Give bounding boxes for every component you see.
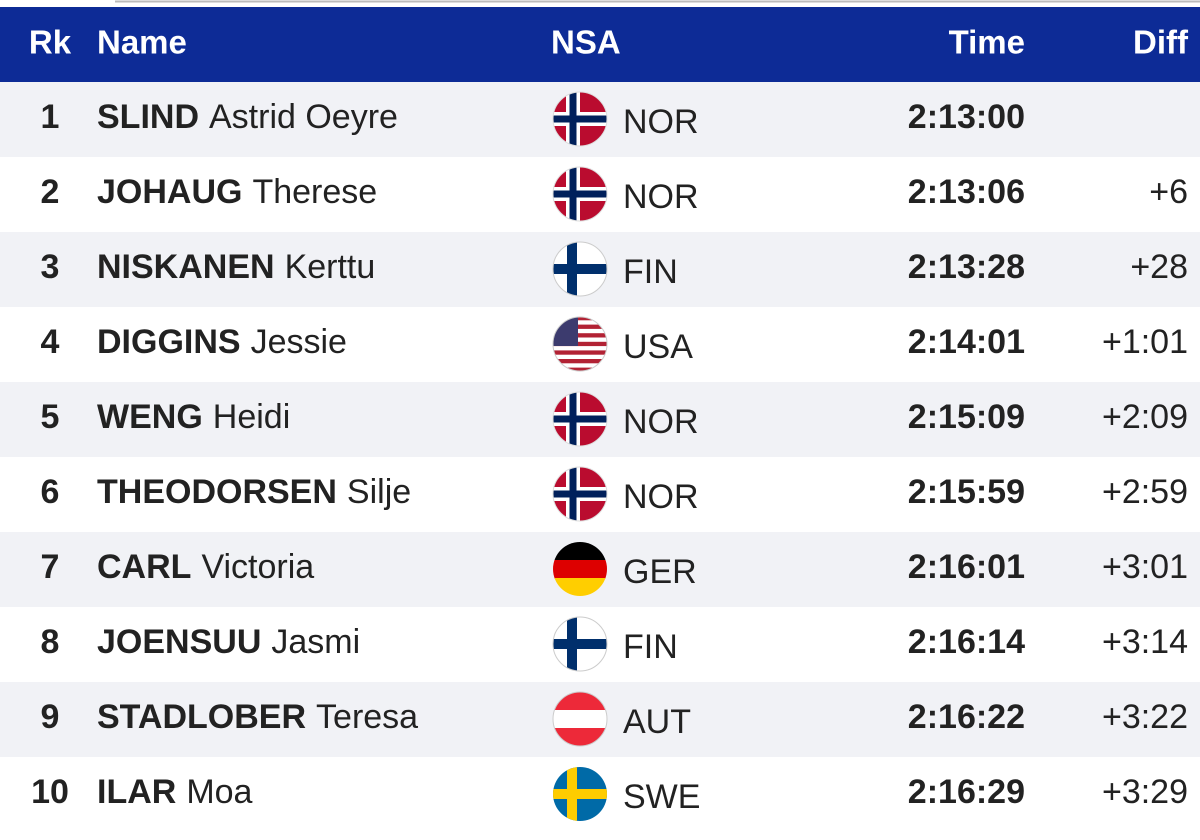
first-name: Teresa — [316, 698, 418, 736]
athlete-name: ILAR Moa — [97, 773, 253, 811]
time: 2:14:01 — [908, 323, 1025, 361]
surname: DIGGINS — [97, 323, 241, 361]
diff: +2:59 — [1102, 473, 1188, 511]
diff: +28 — [1130, 248, 1188, 286]
surname: CARL — [97, 548, 191, 586]
diff: +1:01 — [1102, 323, 1188, 361]
nsa-code: AUT — [623, 703, 691, 741]
first-name: Jasmi — [271, 623, 360, 661]
rank: 5 — [41, 398, 60, 436]
surname: NISKANEN — [97, 248, 275, 286]
first-name: Astrid Oeyre — [209, 98, 398, 136]
header-cell: Time — [949, 24, 1025, 61]
table-row: 6 THEODORSEN Silje NOR 2:15:59 +2:59 — [0, 457, 1200, 532]
athlete-name: CARL Victoria — [97, 548, 314, 586]
rank: 2 — [41, 173, 60, 211]
nsa-code: USA — [623, 328, 693, 366]
surname: STADLOBER — [97, 698, 306, 736]
rank: 4 — [41, 323, 60, 361]
athlete-name: THEODORSEN Silje — [97, 473, 411, 511]
nsa-code: SWE — [623, 778, 700, 816]
athlete-name: NISKANEN Kerttu — [97, 248, 375, 286]
nsa-code: NOR — [623, 103, 699, 141]
time: 2:13:28 — [908, 248, 1025, 286]
nsa-code: FIN — [623, 253, 678, 291]
surname: THEODORSEN — [97, 473, 337, 511]
rank: 10 — [31, 773, 69, 811]
first-name: Victoria — [201, 548, 314, 586]
first-name: Jessie — [251, 323, 347, 361]
nsa-code: NOR — [623, 478, 699, 516]
table-row: 4 DIGGINS Jessie USA 2:14:01 +1:01 — [0, 307, 1200, 382]
rank: 9 — [41, 698, 60, 736]
table-row: 1 SLIND Astrid Oeyre NOR 2:13:00 — [0, 82, 1200, 157]
diff: +2:09 — [1102, 398, 1188, 436]
diff: +3:29 — [1102, 773, 1188, 811]
rank: 6 — [41, 473, 60, 511]
first-name: Silje — [347, 473, 411, 511]
header-bar — [0, 7, 1200, 82]
athlete-name: STADLOBER Teresa — [97, 698, 418, 736]
surname: SLIND — [97, 98, 199, 136]
time: 2:15:09 — [908, 398, 1025, 436]
surname: JOENSUU — [97, 623, 261, 661]
table-row: 10 ILAR Moa SWE 2:16:29 +3:29 — [0, 757, 1200, 832]
diff: +3:14 — [1102, 623, 1188, 661]
header-cell: NSA — [551, 24, 621, 61]
diff: +3:01 — [1102, 548, 1188, 586]
rank: 8 — [41, 623, 60, 661]
surname: ILAR — [97, 773, 176, 811]
athlete-name: JOENSUU Jasmi — [97, 623, 360, 661]
nsa-code: NOR — [623, 403, 699, 441]
header-cell: Name — [97, 24, 187, 61]
surname: WENG — [97, 398, 203, 436]
time: 2:13:06 — [908, 173, 1025, 211]
table-row: 7 CARL Victoria GER 2:16:01 +3:01 — [0, 532, 1200, 607]
table-row: 8 JOENSUU Jasmi FIN 2:16:14 +3:14 — [0, 607, 1200, 682]
time: 2:16:29 — [908, 773, 1025, 811]
athlete-name: DIGGINS Jessie — [97, 323, 347, 361]
athlete-name: JOHAUG Therese — [97, 173, 377, 211]
nsa-code: GER — [623, 553, 697, 591]
table-row: 9 STADLOBER Teresa AUT 2:16:22 +3:22 — [0, 682, 1200, 757]
header-cell: Rk — [29, 24, 72, 61]
table-row: 5 WENG Heidi NOR 2:15:09 +2:09 — [0, 382, 1200, 457]
time: 2:13:00 — [908, 98, 1025, 136]
first-name: Therese — [252, 173, 377, 211]
nsa-code: FIN — [623, 628, 678, 666]
athlete-name: WENG Heidi — [97, 398, 290, 436]
table-row: 2 JOHAUG Therese NOR 2:13:06 +6 — [0, 157, 1200, 232]
nsa-code: NOR — [623, 178, 699, 216]
top-strip — [0, 0, 1200, 8]
time: 2:16:22 — [908, 698, 1025, 736]
diff: +6 — [1149, 173, 1188, 211]
athlete-name: SLIND Astrid Oeyre — [97, 98, 398, 136]
first-name: Moa — [186, 773, 252, 811]
surname: JOHAUG — [97, 173, 242, 211]
time: 2:16:14 — [908, 623, 1025, 661]
table-row: 3 NISKANEN Kerttu FIN 2:13:28 +28 — [0, 232, 1200, 307]
rank: 1 — [41, 98, 60, 136]
first-name: Kerttu — [285, 248, 376, 286]
diff: +3:22 — [1102, 698, 1188, 736]
rank: 3 — [41, 248, 60, 286]
rank: 7 — [41, 548, 60, 586]
time: 2:15:59 — [908, 473, 1025, 511]
first-name: Heidi — [213, 398, 290, 436]
header-cell: Diff — [1133, 24, 1189, 61]
time: 2:16:01 — [908, 548, 1025, 586]
